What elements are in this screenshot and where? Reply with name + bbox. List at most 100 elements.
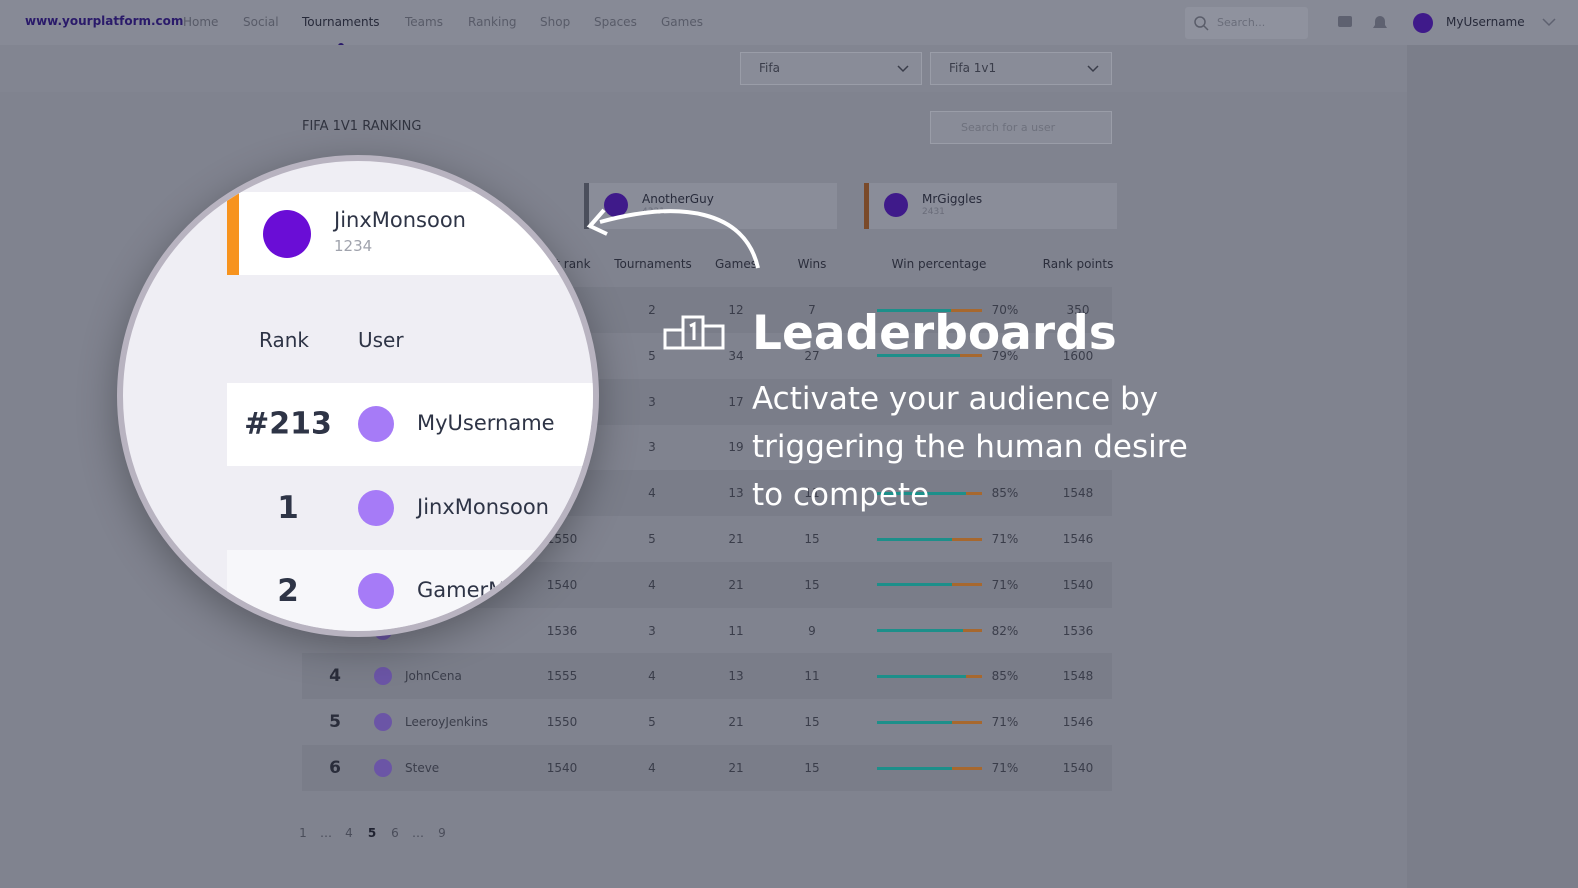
page-link[interactable]: … <box>412 826 424 840</box>
column-header: Win percentage <box>891 257 987 271</box>
nav-link[interactable]: Tournaments <box>302 15 380 29</box>
win-bar <box>877 491 967 495</box>
cell-pct-label: 71% <box>991 577 1019 592</box>
avatar <box>358 489 394 526</box>
avatar <box>358 406 394 442</box>
card-avatar <box>263 210 311 258</box>
cell-points: 1536 <box>1062 623 1094 638</box>
nav-link[interactable]: Teams <box>405 15 443 29</box>
cell-tournaments: 3 <box>648 440 656 455</box>
page-link[interactable]: 1 <box>299 826 307 840</box>
column-header: Rank points <box>1042 257 1114 271</box>
icons <box>1338 16 1387 28</box>
cell-pct-label: 85% <box>991 486 1019 501</box>
card-avatar <box>884 193 908 217</box>
dropdown[interactable]: Fifa 1v1 <box>930 52 1112 85</box>
chevron <box>1542 18 1556 27</box>
nav-link[interactable]: Spaces <box>594 15 637 29</box>
cell-pct-label: 71% <box>991 532 1019 546</box>
cell-pct-label: 71% <box>991 715 1019 730</box>
cell-games: 34 <box>728 348 744 363</box>
user-name: MyUsername <box>417 411 555 435</box>
card-name: JinxMonsoon <box>334 208 466 232</box>
cell-wins: 15 <box>804 715 820 730</box>
column-header: Wins <box>797 257 827 271</box>
cell-games: 21 <box>728 577 744 592</box>
feature-title: Leaderboards <box>752 306 1117 361</box>
user-name: LeeroyJenkins <box>405 715 489 730</box>
row-bg <box>227 466 593 550</box>
rank: 5 <box>329 712 341 733</box>
cell-games: 19 <box>728 440 744 455</box>
cell-tournaments: 5 <box>648 532 656 546</box>
page-link[interactable]: 9 <box>438 826 446 840</box>
cell-games: 13 <box>728 486 744 501</box>
chevron <box>1087 65 1099 73</box>
user-name: Steve <box>405 761 440 775</box>
user-search[interactable]: Search for a user <box>930 111 1112 144</box>
column-header: Games <box>715 257 757 271</box>
rank: 4 <box>329 666 341 687</box>
username[interactable]: MyUsername <box>1446 15 1525 29</box>
rank: 1 <box>277 489 299 526</box>
cell-games: 21 <box>728 715 744 730</box>
avatar <box>374 713 392 732</box>
column-header: Tournaments <box>614 257 692 271</box>
win-bar <box>877 674 967 678</box>
side-panel <box>1407 45 1578 888</box>
cell-pct-label: 85% <box>991 669 1019 684</box>
card-name: MrGiggles <box>922 192 983 206</box>
page-link[interactable]: 4 <box>345 826 353 840</box>
win-bar <box>877 354 960 358</box>
podium-icon <box>663 315 725 350</box>
rank: #213 <box>244 406 332 442</box>
cell-wins: 27 <box>804 348 820 363</box>
nav-link[interactable]: Games <box>661 15 703 29</box>
cell-pct-label: 70% <box>991 303 1019 317</box>
cell-tournaments: 5 <box>648 715 656 730</box>
user-avatar[interactable] <box>1413 13 1433 33</box>
cell-tournaments: 2 <box>648 303 656 317</box>
cell-tournaments: 5 <box>648 348 656 363</box>
cell-points: 1548 <box>1062 669 1094 684</box>
avatar <box>358 573 394 609</box>
avatar <box>374 759 392 777</box>
cell-wins: 9 <box>808 623 816 638</box>
search-icon <box>1194 16 1209 31</box>
cell-games: 11 <box>728 623 744 638</box>
row-bg <box>227 383 593 466</box>
cell-points: 1540 <box>1062 761 1094 775</box>
search-box[interactable]: Search... <box>1185 7 1308 39</box>
page-link[interactable]: 6 <box>391 826 399 840</box>
user-name: GamerM <box>417 578 507 602</box>
feature-text: Activate your audience by <box>752 381 1159 417</box>
cell-wins: 15 <box>804 577 820 592</box>
cell-wins: 15 <box>804 761 820 775</box>
row-bg <box>227 550 593 631</box>
nav-link[interactable]: Social <box>243 15 279 29</box>
rank: 6 <box>329 758 341 778</box>
nav-link[interactable]: Shop <box>540 15 571 29</box>
arrow <box>599 209 760 269</box>
feature-text: to compete <box>752 477 930 513</box>
win-bar <box>877 766 952 770</box>
dropdown[interactable]: Fifa <box>740 52 922 85</box>
nav-link[interactable]: Home <box>183 15 219 29</box>
page-link[interactable]: … <box>320 826 332 840</box>
chevron <box>897 65 909 73</box>
logo[interactable]: www.yourplatform.com <box>25 14 184 28</box>
cell-games: 21 <box>728 532 744 546</box>
page-link[interactable]: 5 <box>367 826 377 840</box>
cell-points: 1540 <box>1062 577 1094 592</box>
nav-link[interactable]: Ranking <box>468 15 517 29</box>
cell-pct-label: 79% <box>991 348 1019 363</box>
cell-games: 21 <box>728 761 744 775</box>
magnifier: JinxMonsoon 1234 Rank User #213 MyUsername 1 Ji… <box>117 155 599 637</box>
cell-games: 17 <box>728 394 744 409</box>
header: User <box>358 328 404 352</box>
win-bar <box>877 308 951 312</box>
cell-games: 12 <box>728 303 744 317</box>
cell-pct-label: 71% <box>991 761 1019 775</box>
cell-points: 350 <box>1066 303 1090 317</box>
